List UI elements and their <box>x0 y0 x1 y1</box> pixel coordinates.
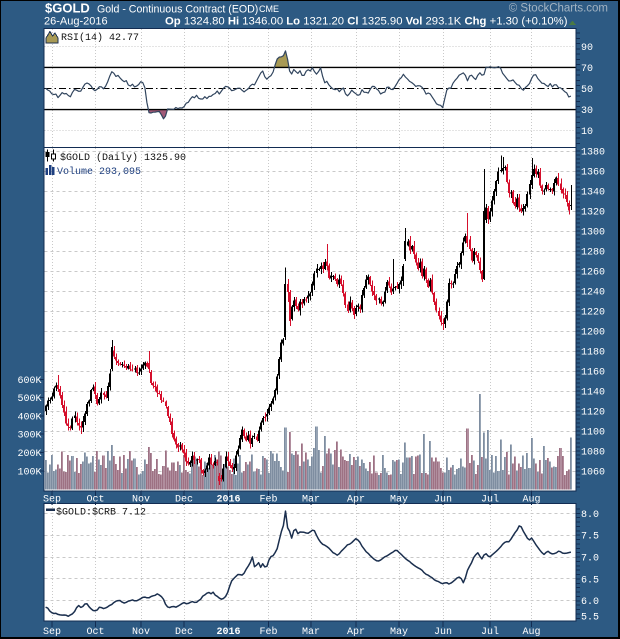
svg-text:Nov: Nov <box>132 495 150 506</box>
svg-text:Oct: Oct <box>86 495 104 506</box>
svg-text:8.0: 8.0 <box>581 510 599 521</box>
svg-text:Dec: Dec <box>175 495 193 506</box>
svg-text:Jun: Jun <box>434 627 452 638</box>
svg-text:Feb: Feb <box>259 494 277 506</box>
svg-text:1220: 1220 <box>581 308 605 319</box>
svg-text:10: 10 <box>581 127 593 138</box>
svg-text:300K: 300K <box>17 431 41 442</box>
svg-text:30: 30 <box>581 106 593 117</box>
svg-text:1100: 1100 <box>581 428 605 439</box>
svg-text:1200: 1200 <box>581 328 605 339</box>
svg-text:1340: 1340 <box>581 188 605 199</box>
svg-text:600K: 600K <box>17 376 41 387</box>
svg-text:90: 90 <box>581 43 593 54</box>
svg-text:Volume 293,095: Volume 293,095 <box>57 166 141 178</box>
svg-text:RSI(14) 42.77: RSI(14) 42.77 <box>61 32 139 44</box>
svg-text:1380: 1380 <box>581 148 605 159</box>
svg-text:2016: 2016 <box>216 627 240 638</box>
svg-text:1280: 1280 <box>581 248 605 259</box>
svg-text:© StockCharts.com: © StockCharts.com <box>509 3 608 15</box>
svg-text:Sep: Sep <box>43 627 61 638</box>
svg-text:1240: 1240 <box>581 288 605 299</box>
svg-text:2016: 2016 <box>216 495 240 506</box>
svg-text:500K: 500K <box>17 394 41 405</box>
svg-text:Apr: Apr <box>347 495 365 506</box>
svg-text:1160: 1160 <box>581 368 605 379</box>
svg-text:5.5: 5.5 <box>581 613 599 624</box>
svg-text:Sep: Sep <box>43 495 61 506</box>
svg-text:7.0: 7.0 <box>581 554 599 565</box>
svg-text:Op 1324.80 Hi 1346.00 Lo 1321.: Op 1324.80 Hi 1346.00 Lo 1321.20 Cl 1325… <box>165 16 568 28</box>
svg-text:26-Aug-2016: 26-Aug-2016 <box>44 16 108 28</box>
svg-text:100K: 100K <box>17 467 41 478</box>
svg-text:1320: 1320 <box>581 208 605 219</box>
svg-text:1120: 1120 <box>581 408 605 419</box>
svg-text:1300: 1300 <box>581 228 605 239</box>
svg-text:1260: 1260 <box>581 268 605 279</box>
svg-text:6.0: 6.0 <box>581 597 599 608</box>
svg-text:1060: 1060 <box>581 468 605 479</box>
svg-text:Aug: Aug <box>522 627 540 638</box>
svg-text:Mar: Mar <box>302 495 320 506</box>
svg-text:May: May <box>390 627 408 638</box>
svg-text:$GOLD (Daily) 1325.90: $GOLD (Daily) 1325.90 <box>60 152 186 164</box>
svg-text:6.5: 6.5 <box>581 575 599 586</box>
svg-text:$GOLD:$CRB 7.12: $GOLD:$CRB 7.12 <box>56 507 146 519</box>
svg-text:Aug: Aug <box>522 495 540 506</box>
svg-text:200K: 200K <box>17 449 41 460</box>
svg-text:1080: 1080 <box>581 448 605 459</box>
svg-text:Nov: Nov <box>132 627 150 638</box>
svg-text:7.5: 7.5 <box>581 532 599 543</box>
svg-text:Mar: Mar <box>302 627 320 638</box>
svg-text:Dec: Dec <box>175 627 193 638</box>
svg-text:Feb: Feb <box>259 626 277 638</box>
svg-text:Oct: Oct <box>86 627 104 638</box>
svg-text:Jul: Jul <box>481 494 499 506</box>
svg-text:70: 70 <box>581 64 593 75</box>
svg-text:1140: 1140 <box>581 388 605 399</box>
svg-text:$GOLD: $GOLD <box>45 1 90 16</box>
svg-text:400K: 400K <box>17 412 41 423</box>
svg-text:May: May <box>390 495 408 506</box>
svg-text:Apr: Apr <box>347 627 365 638</box>
svg-text:50: 50 <box>581 85 593 96</box>
svg-text:1180: 1180 <box>581 348 605 359</box>
svg-text:Jul: Jul <box>481 626 499 638</box>
svg-text:Gold - Continuous Contract (EO: Gold - Continuous Contract (EOD) <box>97 4 258 16</box>
svg-text:1360: 1360 <box>581 168 605 179</box>
svg-text:CME: CME <box>259 4 279 14</box>
svg-text:Jun: Jun <box>434 495 452 506</box>
